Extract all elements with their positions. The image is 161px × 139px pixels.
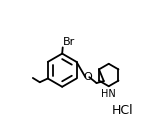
Text: O: O [83,72,92,82]
Text: HN: HN [101,89,116,99]
Text: HCl: HCl [111,104,133,117]
Text: Br: Br [63,37,75,47]
